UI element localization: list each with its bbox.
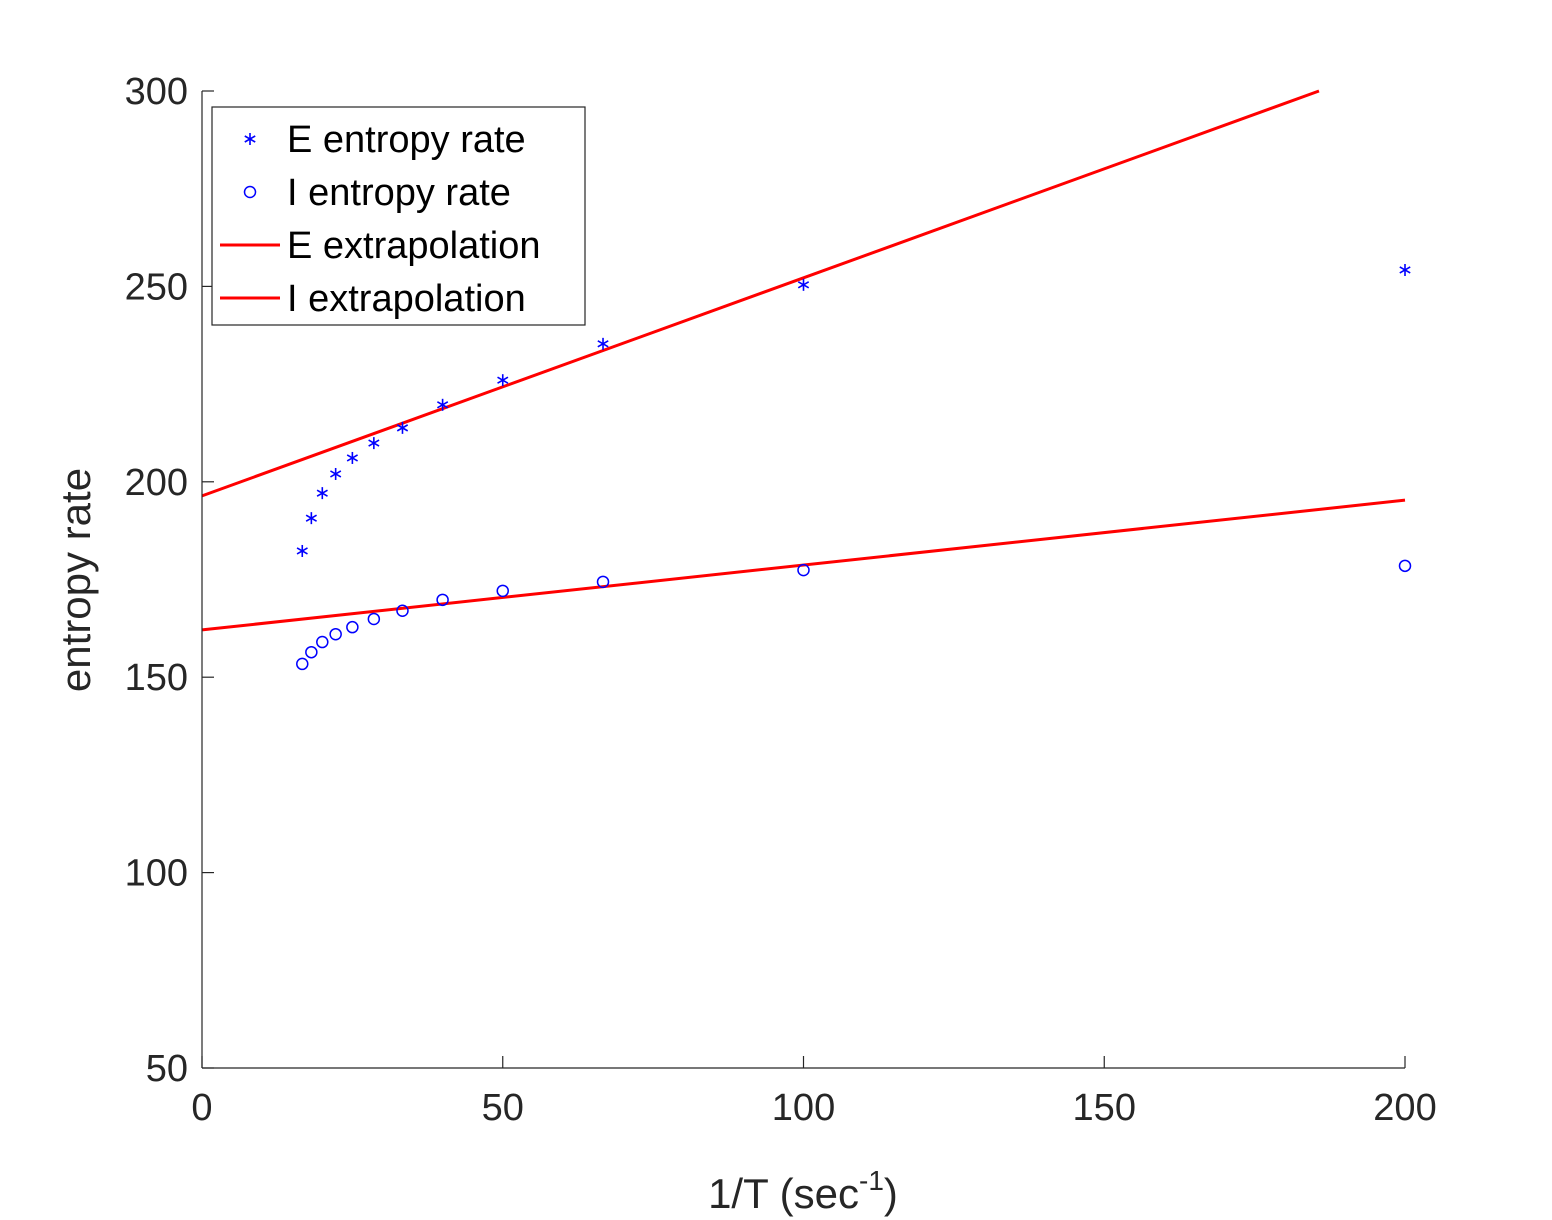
e-entropy-point	[296, 544, 308, 557]
legend-label: E extrapolation	[287, 225, 541, 267]
i-entropy-point	[436, 593, 449, 607]
legend-label: E entropy rate	[287, 119, 526, 161]
x-axis-label: 1/T (sec-1)	[708, 1165, 898, 1217]
legend-label: I extrapolation	[287, 278, 526, 320]
x-tick-label: 100	[772, 1087, 835, 1129]
legend-asterisk-icon	[244, 133, 256, 145]
x-tick-label: 50	[482, 1087, 524, 1129]
asterisk-stroke	[797, 281, 810, 289]
asterisk-stroke	[330, 470, 342, 478]
points-layer	[296, 263, 1412, 671]
asterisk-stroke	[305, 514, 317, 522]
i-entropy-point	[596, 575, 610, 589]
i-entropy-point	[797, 563, 810, 577]
e-extrapolation-line	[201, 89, 1320, 498]
legend: E entropy rate I entropy rate E extrapolat…	[211, 106, 586, 326]
i-entropy-point	[296, 657, 309, 671]
asterisk-stroke	[368, 439, 380, 447]
e-entropy-point	[597, 337, 609, 350]
asterisk-stroke	[296, 547, 308, 555]
asterisk-stroke	[1399, 266, 1411, 274]
y-tick-label: 250	[125, 266, 188, 308]
y-tick-label: 200	[125, 462, 188, 504]
e-entropy-point	[346, 451, 358, 464]
i-entropy-point	[305, 645, 318, 659]
e-entropy-point	[316, 487, 328, 500]
asterisk-stroke	[597, 340, 609, 348]
i-entropy-point	[329, 627, 342, 641]
x-tick-label: 0	[191, 1087, 212, 1129]
x-tick-label: 150	[1073, 1087, 1136, 1129]
y-axis-label: entropy rate	[52, 468, 99, 692]
y-tick-label: 100	[125, 853, 188, 895]
e-entropy-point	[368, 437, 380, 450]
e-entropy-point	[330, 467, 342, 480]
i-entropy-point	[1398, 559, 1412, 573]
i-entropy-point	[396, 604, 409, 618]
asterisk-stroke	[244, 135, 256, 143]
e-entropy-point	[305, 512, 317, 525]
asterisk-stroke	[396, 424, 409, 432]
x-tick-label: 200	[1373, 1087, 1436, 1129]
asterisk-stroke	[316, 489, 328, 497]
i-entropy-point	[316, 635, 329, 649]
asterisk-stroke	[346, 454, 358, 462]
y-tick-label: 150	[125, 657, 188, 699]
asterisk-stroke	[436, 401, 449, 409]
e-entropy-point	[1399, 263, 1411, 276]
legend-label: I entropy rate	[287, 172, 511, 214]
e-entropy-point	[497, 374, 509, 387]
e-entropy-point	[396, 421, 409, 434]
i-entropy-point	[346, 620, 359, 634]
legend-circle-icon	[243, 185, 257, 199]
i-entropy-point	[367, 612, 381, 626]
legend-box	[211, 106, 586, 326]
i-entropy-point	[496, 584, 509, 598]
y-tick-label: 300	[125, 71, 188, 113]
y-tick-label: 50	[146, 1048, 188, 1090]
e-entropy-point	[436, 398, 449, 411]
asterisk-stroke	[497, 376, 509, 384]
e-entropy-point	[797, 278, 810, 291]
